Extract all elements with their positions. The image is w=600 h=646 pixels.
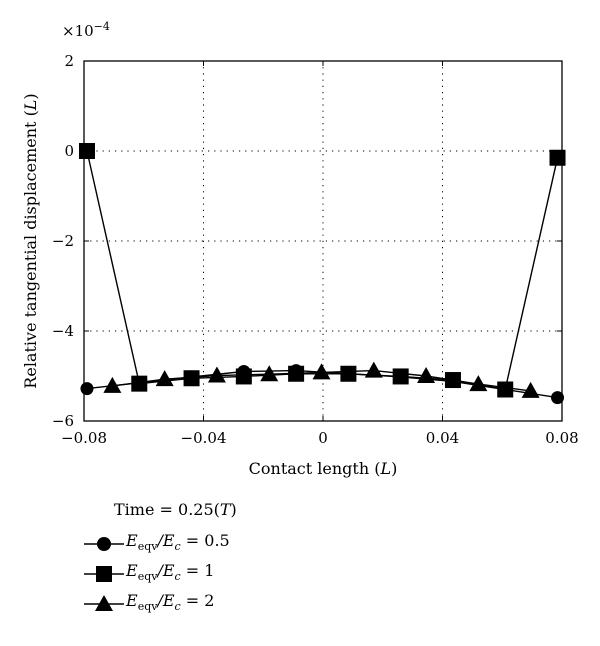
x-tick-label: 0.08 xyxy=(545,429,578,447)
data-point-square xyxy=(78,143,95,159)
data-point-circle xyxy=(551,391,565,405)
data-point-triangle xyxy=(103,376,122,393)
y-axis-multiplier: ×10−4 xyxy=(62,20,110,40)
data-point-triangle xyxy=(417,367,436,383)
legend-item-square: Eeqv/Ec = 1 xyxy=(84,560,344,588)
data-series xyxy=(78,143,566,405)
axis-ticks: −0.08 −0.04 0 0.04 0.08 −6 −4 −2 0 2 xyxy=(52,52,579,447)
y-tick-label: −4 xyxy=(52,322,74,340)
legend-item-circle: Eeqv/Ec = 0.5 xyxy=(84,530,344,558)
x-tick-label: −0.08 xyxy=(61,429,107,447)
series-triangle xyxy=(103,361,540,398)
triangle-marker-icon xyxy=(84,595,124,611)
data-point-square xyxy=(235,368,252,385)
x-tick-label: 0.04 xyxy=(426,429,459,447)
legend-label-0: Eeqv/Ec = 0.5 xyxy=(126,531,230,553)
circle-marker-icon xyxy=(84,537,124,551)
data-point-square xyxy=(183,370,200,387)
data-point-square xyxy=(131,375,148,392)
data-point-triangle xyxy=(155,370,174,387)
data-point-square xyxy=(497,381,514,398)
x-tick-label: −0.04 xyxy=(181,429,227,447)
legend-label-2: Eeqv/Ec = 2 xyxy=(126,591,215,613)
x-tick-label: 0 xyxy=(318,429,328,447)
data-point-triangle xyxy=(521,381,540,398)
y-tick-label: −6 xyxy=(52,412,74,430)
y-axis-label: Relative tangential displacement (L) xyxy=(21,93,40,388)
data-point-square xyxy=(549,149,566,166)
data-point-triangle xyxy=(207,366,226,383)
data-point-triangle xyxy=(312,363,331,380)
grid-lines xyxy=(84,61,562,421)
x-axis-label: Contact length (L) xyxy=(249,459,398,478)
data-point-square xyxy=(340,365,357,382)
legend-item-triangle: Eeqv/Ec = 2 xyxy=(84,590,344,618)
y-tick-label: −2 xyxy=(52,232,74,250)
data-point-triangle xyxy=(364,361,383,378)
legend-title: Time = 0.25(T) xyxy=(114,500,237,519)
data-point-circle xyxy=(80,382,94,396)
data-point-triangle xyxy=(469,375,488,392)
data-point-square xyxy=(392,368,409,385)
series-line-square xyxy=(86,150,559,391)
data-point-triangle xyxy=(260,365,279,382)
y-tick-label: 0 xyxy=(64,142,74,160)
legend-label-1: Eeqv/Ec = 1 xyxy=(126,561,215,583)
square-marker-icon xyxy=(84,566,124,582)
y-tick-label: 2 xyxy=(64,52,74,70)
series-square xyxy=(78,143,566,398)
